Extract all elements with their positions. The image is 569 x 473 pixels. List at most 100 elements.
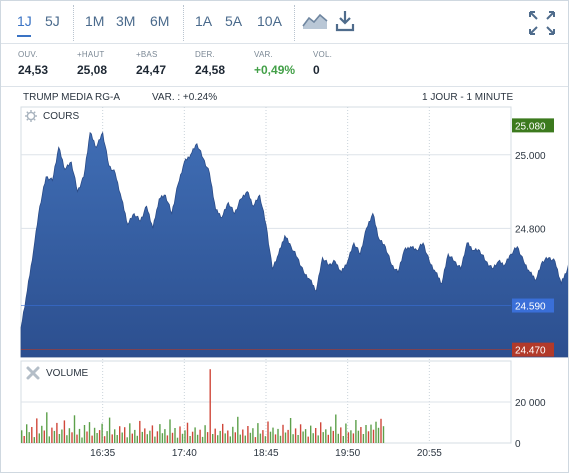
volume-bar xyxy=(206,432,209,443)
volume-bar xyxy=(279,435,282,443)
chart-type-icon[interactable] xyxy=(301,11,329,31)
volume-bar xyxy=(139,420,141,443)
stat-variation: VAR. +0,49% xyxy=(254,50,295,77)
volume-bar xyxy=(227,430,229,443)
volume-bar xyxy=(367,431,370,443)
volume-bar xyxy=(121,432,123,443)
volume-bar xyxy=(310,425,312,443)
volume-bar xyxy=(196,434,199,443)
volume-y-tick-label: 0 xyxy=(515,439,521,450)
toolbar-divider xyxy=(294,5,295,41)
volume-bar xyxy=(98,430,101,443)
high-price-tag-label: 25.080 xyxy=(515,121,546,132)
period-3m-button[interactable]: 3M xyxy=(116,13,136,29)
active-period-underline xyxy=(17,35,31,37)
volume-bar xyxy=(46,412,48,444)
volume-bar xyxy=(106,431,108,443)
x-tick-label: 17:40 xyxy=(172,448,197,459)
volume-bar xyxy=(302,431,304,443)
fullscreen-icon[interactable] xyxy=(528,10,556,36)
stat-high: +HAUT 25,08 xyxy=(77,50,107,77)
volume-label: VOLUME xyxy=(46,368,89,379)
volume-bar xyxy=(269,431,272,443)
volume-bar xyxy=(181,433,184,443)
volume-bar xyxy=(63,420,66,443)
stats-bar: OUV. 24,53 +HAUT 25,08 +BAS 24,47 DER. 2… xyxy=(1,44,568,87)
x-tick-label: 16:35 xyxy=(90,448,115,459)
y-tick-label: 24.800 xyxy=(515,224,546,235)
period-1m-button[interactable]: 1M xyxy=(85,13,105,29)
period-10a-button[interactable]: 10A xyxy=(257,13,282,29)
volume-bar xyxy=(340,427,342,443)
low-price-tag-label: 24.470 xyxy=(515,346,546,357)
x-tick-label: 20:55 xyxy=(417,448,442,459)
cours-panel-label: COURS xyxy=(25,110,79,122)
volume-bar xyxy=(315,428,317,443)
volume-bar xyxy=(151,425,154,443)
cours-label: COURS xyxy=(43,111,79,122)
stat-volume: VOL. 0 xyxy=(313,50,332,77)
volume-bar xyxy=(229,436,231,443)
volume-bar xyxy=(360,427,362,443)
volume-bar xyxy=(382,426,385,443)
volume-bar xyxy=(124,427,126,443)
volume-bar xyxy=(264,436,267,443)
volume-bar xyxy=(73,415,76,443)
volume-bar xyxy=(36,418,38,443)
last-price-tag-label: 24.590 xyxy=(515,302,546,313)
volume-bar xyxy=(282,424,284,443)
volume-bar xyxy=(327,434,329,443)
volume-bar xyxy=(320,422,322,443)
stat-low: +BAS 24,47 xyxy=(136,50,166,77)
price-tags: 25.080 24.590 24.470 xyxy=(21,118,554,357)
chart-variation: VAR. : +0.24% xyxy=(152,92,218,103)
volume-bar xyxy=(222,423,224,443)
volume-bar xyxy=(284,432,287,443)
close-icon[interactable] xyxy=(26,366,40,380)
volume-bar xyxy=(372,429,375,443)
volume-bar xyxy=(330,426,332,443)
volume-bar xyxy=(129,423,131,443)
period-6m-button[interactable]: 6M xyxy=(150,13,170,29)
volume-bar xyxy=(116,435,118,443)
stat-volume-label: VOL. xyxy=(313,50,333,59)
stat-last-value: 24,58 xyxy=(195,63,226,77)
volume-bar xyxy=(347,432,350,443)
volume-bar xyxy=(254,437,257,443)
volume-bar xyxy=(159,424,161,443)
period-1a-button[interactable]: 1A xyxy=(195,13,213,29)
volume-bar xyxy=(244,435,246,443)
volume-bar xyxy=(342,436,344,443)
volume-bar xyxy=(237,416,239,443)
period-1j-button[interactable]: 1J xyxy=(17,13,32,29)
stat-open: OUV. 24,53 xyxy=(18,50,48,77)
stat-open-label: OUV. xyxy=(18,50,38,59)
period-5j-button[interactable]: 5J xyxy=(45,13,60,29)
volume-bar xyxy=(48,436,50,443)
volume-bar xyxy=(33,437,35,443)
volume-bar xyxy=(257,423,259,443)
volume-bar xyxy=(96,433,98,443)
low-price-tag xyxy=(512,342,554,357)
volume-bar xyxy=(199,429,201,443)
volume-bar xyxy=(232,426,234,443)
volume-bar xyxy=(88,422,91,443)
volume-bar xyxy=(114,429,116,443)
last-price-tag xyxy=(512,298,554,313)
volume-bar xyxy=(68,428,71,443)
settings-icon[interactable] xyxy=(25,110,37,122)
period-5a-button[interactable]: 5A xyxy=(225,13,243,29)
volume-bar xyxy=(149,430,151,443)
volume-y-tick-label: 20 000 xyxy=(515,398,546,409)
volume-bar xyxy=(176,437,179,443)
volume-bar xyxy=(164,429,166,443)
volume-bar xyxy=(53,430,56,443)
volume-bar xyxy=(239,434,241,443)
volume-bar xyxy=(166,435,169,443)
volume-bar xyxy=(51,427,53,443)
download-icon[interactable] xyxy=(334,9,356,33)
volume-bar xyxy=(287,429,289,443)
stat-variation-label: VAR. xyxy=(254,50,273,59)
volume-bar xyxy=(191,431,194,443)
